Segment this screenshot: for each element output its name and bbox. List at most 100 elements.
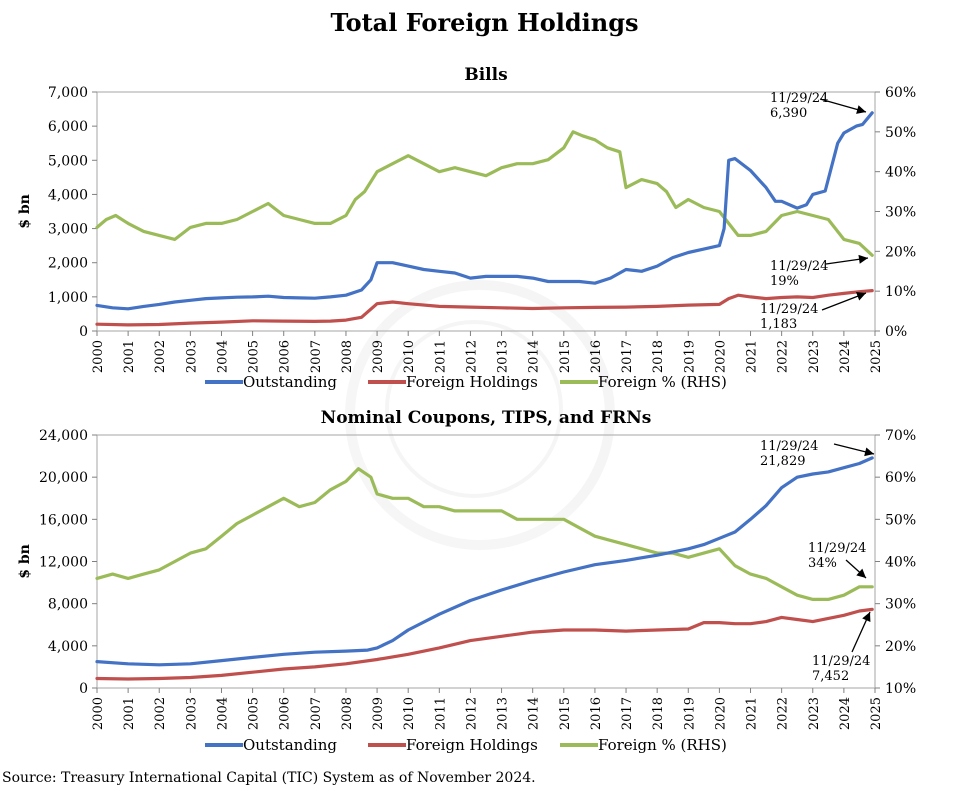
plot-frame xyxy=(96,434,876,689)
annotation-value: 21,829 xyxy=(760,454,806,469)
annotation-date: 11/29/24 xyxy=(812,654,870,669)
annotation-date: 11/29/24 xyxy=(770,91,828,106)
y-axis-label: $ bn xyxy=(17,544,33,579)
x-tick-label: 2000 xyxy=(91,340,106,373)
y2-tick-label: 40% xyxy=(885,165,916,181)
x-tick-label: 2024 xyxy=(838,340,853,373)
x-tick-label: 2020 xyxy=(713,697,728,730)
treasury-seal-watermark xyxy=(345,280,615,550)
page-title: Total Foreign Holdings xyxy=(330,8,639,37)
series-line-foreign-holdings xyxy=(95,607,874,681)
annotation-date: 11/29/24 xyxy=(760,439,818,454)
y2-tick-label: 10% xyxy=(885,681,916,697)
y-tick-label: 0 xyxy=(79,324,88,340)
y-tick-label: 4,000 xyxy=(48,187,88,203)
annotation-date: 11/29/24 xyxy=(760,302,818,317)
y-tick-label: 1,000 xyxy=(48,290,88,306)
x-tick-label: 2014 xyxy=(527,697,542,730)
x-tick-label: 2006 xyxy=(278,697,293,730)
y-axis-label: $ bn xyxy=(17,194,33,229)
x-tick-label: 2019 xyxy=(682,697,697,730)
x-tick-label: 2018 xyxy=(651,697,666,730)
x-tick-label: 2003 xyxy=(184,340,199,373)
annotation-value: 34% xyxy=(808,556,837,571)
x-tick-label: 2005 xyxy=(247,697,262,730)
y-tick-label: 12,000 xyxy=(39,555,88,571)
y-tick-label: 4,000 xyxy=(48,639,88,655)
x-tick-label: 2021 xyxy=(745,340,760,373)
annotation-arrowhead xyxy=(858,254,868,264)
y2-tick-label: 10% xyxy=(885,284,916,300)
x-tick-label: 2019 xyxy=(682,340,697,373)
annotation-arrowhead xyxy=(862,612,871,623)
x-tick-label: 2016 xyxy=(589,697,604,730)
series-line-foreign-pct xyxy=(95,130,874,257)
x-tick-label: 2013 xyxy=(496,697,511,730)
treasury-seal-inner-ring xyxy=(385,320,563,498)
x-tick-label: 2007 xyxy=(309,697,324,730)
x-tick-label: 2004 xyxy=(215,340,230,373)
annotation-value: 7,452 xyxy=(812,669,849,684)
x-tick-label: 2001 xyxy=(122,697,137,730)
y-tick-label: 3,000 xyxy=(48,222,88,238)
x-tick-label: 2006 xyxy=(278,340,293,373)
legend-label: Foreign % (RHS) xyxy=(598,373,727,391)
y-tick-label: 5,000 xyxy=(48,153,88,169)
x-tick-label: 2001 xyxy=(122,340,137,373)
annotation-value: 6,390 xyxy=(770,106,807,121)
x-tick-label: 2024 xyxy=(838,697,853,730)
x-tick-label: 2008 xyxy=(340,697,355,730)
coupons-chart: Nominal Coupons, TIPS, and FRNs 0 4,000 8,0… xyxy=(17,408,916,754)
y-tick-label: 16,000 xyxy=(39,512,88,528)
series-line-outstanding xyxy=(95,111,874,311)
y2-tick-label: 30% xyxy=(885,597,916,613)
x-tick-label: 2015 xyxy=(558,697,573,730)
annotation-value: 1,183 xyxy=(760,317,797,332)
y-tick-label: 8,000 xyxy=(48,597,88,613)
series-line-outstanding xyxy=(95,456,874,667)
x-tick-label: 2010 xyxy=(402,340,417,373)
x-tick-label: 2012 xyxy=(464,340,479,373)
x-tick-label: 2002 xyxy=(153,697,168,730)
annotation-arrowhead xyxy=(864,447,874,457)
x-tick-label: 2020 xyxy=(713,340,728,373)
y2-tick-label: 0% xyxy=(885,324,907,340)
annotation-date: 11/29/24 xyxy=(770,259,828,274)
x-tick-label: 2022 xyxy=(776,340,791,373)
y2-tick-label: 40% xyxy=(885,555,916,571)
y-tick-label: 0 xyxy=(79,681,88,697)
annotation-date: 11/29/24 xyxy=(808,541,866,556)
x-tick-label: 2008 xyxy=(340,340,355,373)
y-tick-label: 24,000 xyxy=(39,428,88,444)
x-tick-label: 2011 xyxy=(433,697,448,730)
annotation-arrowhead xyxy=(855,292,866,301)
x-tick-label: 2025 xyxy=(869,697,884,730)
legend-label: Foreign Holdings xyxy=(406,373,538,391)
legend-label: Foreign Holdings xyxy=(406,736,538,754)
x-tick-label: 2009 xyxy=(371,697,386,730)
x-tick-label: 2007 xyxy=(309,340,324,373)
x-tick-label: 2014 xyxy=(527,340,542,373)
y-tick-label: 6,000 xyxy=(48,119,88,135)
x-tick-label: 2022 xyxy=(776,697,791,730)
x-tick-label: 2005 xyxy=(247,340,262,373)
x-tick-label: 2018 xyxy=(651,340,666,373)
annotation-value: 19% xyxy=(770,274,799,289)
y2-tick-label: 60% xyxy=(885,85,916,101)
y2-tick-label: 30% xyxy=(885,205,916,221)
x-tick-label: 2021 xyxy=(745,697,760,730)
y-tick-label: 2,000 xyxy=(48,256,88,272)
series-line-foreign-pct xyxy=(95,467,874,601)
legend-label: Outstanding xyxy=(243,373,337,391)
y-tick-label: 7,000 xyxy=(48,85,88,101)
x-tick-label: 2002 xyxy=(153,340,168,373)
x-tick-label: 2017 xyxy=(620,697,635,730)
x-tick-label: 2023 xyxy=(807,697,822,730)
x-tick-label: 2023 xyxy=(807,340,822,373)
y2-tick-label: 60% xyxy=(885,470,916,486)
y-tick-label: 20,000 xyxy=(39,470,88,486)
x-tick-label: 2004 xyxy=(215,697,230,730)
source-note: Source: Treasury International Capital (… xyxy=(2,770,536,786)
y2-tick-label: 70% xyxy=(885,428,916,444)
annotation-arrowhead xyxy=(856,105,866,114)
